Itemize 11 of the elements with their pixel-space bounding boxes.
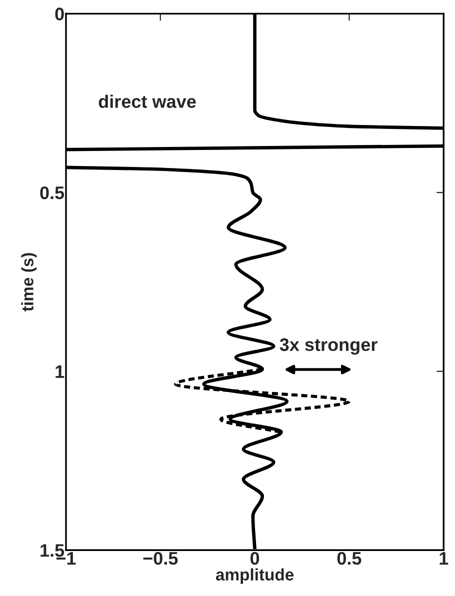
y-tick-label: 0.5	[40, 186, 64, 200]
x-axis-title: amplitude	[216, 568, 294, 584]
annotation: 3x stronger	[280, 338, 378, 355]
x-tick-label: 0.5	[337, 552, 362, 565]
x-tick-label: 1	[440, 552, 448, 565]
x-tick-label: 0	[250, 552, 260, 565]
x-tick-label: −0.5	[143, 552, 178, 565]
annotation: direct wave	[98, 94, 196, 108]
y-axis-title: time (s)	[21, 253, 37, 312]
y-tick-label: 1	[56, 365, 64, 378]
y-tick-label: 0	[55, 8, 64, 20]
